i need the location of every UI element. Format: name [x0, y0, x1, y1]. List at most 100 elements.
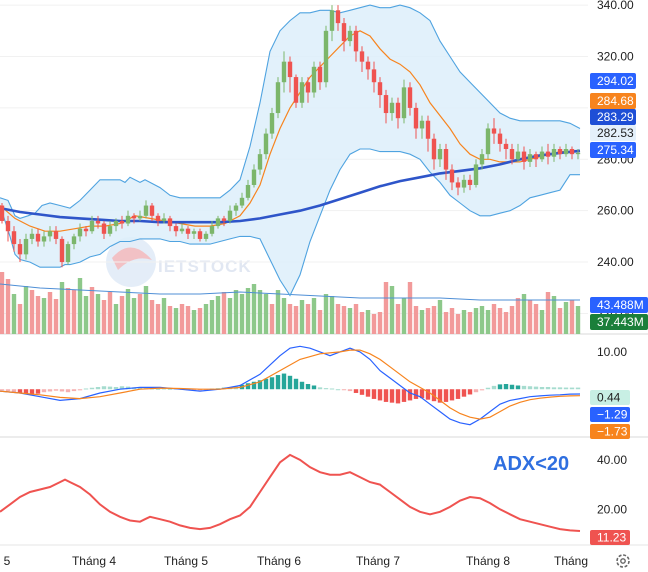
macd-histogram-bar — [515, 385, 521, 390]
macd-histogram-bar — [17, 389, 23, 393]
volume-bar — [281, 298, 287, 334]
candle-body — [467, 179, 473, 185]
macd-histogram-bar — [263, 378, 269, 390]
watermark-logo-swoosh — [112, 247, 152, 270]
macd-panel: 10.00 0.44 −1.29 −1.73 — [0, 345, 630, 439]
candle-body — [239, 197, 245, 206]
macd-histogram-bar — [491, 385, 497, 390]
volume-ma-line — [0, 283, 580, 301]
candle-body — [125, 215, 131, 224]
candle-body — [29, 233, 35, 239]
gear-icon[interactable] — [616, 554, 630, 568]
candle-body — [395, 102, 401, 119]
candle-body — [251, 169, 257, 185]
x-tick-label: Tháng 6 — [257, 554, 301, 568]
candle-body — [233, 205, 239, 211]
volume-bar — [131, 298, 137, 334]
watermark-text: IETSTOCK — [158, 257, 252, 276]
macd-histogram-bar — [377, 389, 383, 401]
macd-histogram-bar — [455, 389, 461, 399]
macd-histogram-bar — [47, 389, 53, 392]
volume-bar — [53, 299, 59, 334]
candle-body — [47, 231, 53, 237]
macd-histogram-bar — [341, 389, 347, 391]
candle-body — [149, 205, 155, 216]
volume-bar — [383, 282, 389, 334]
candle-body — [335, 10, 341, 24]
volume-bar — [569, 300, 575, 334]
price-tag-box — [590, 125, 636, 141]
volume-bar — [455, 314, 461, 334]
x-tick-label: Tháng 7 — [356, 554, 400, 568]
volume-bar — [263, 294, 269, 334]
macd-histogram-bar — [509, 384, 515, 390]
price-tick-label: 320.00 — [597, 50, 634, 64]
candle-body — [65, 244, 71, 263]
macd-histogram-bar — [245, 383, 251, 390]
price-panel: 340.00320.00300.00280.00260.00240.00220.… — [0, 0, 648, 334]
macd-histogram-bar — [383, 389, 389, 402]
macd-histogram-bar — [413, 389, 419, 399]
candle-body — [119, 220, 125, 224]
macd-histogram-bar — [329, 388, 335, 390]
volume-bar — [299, 300, 305, 334]
candle-body — [11, 231, 17, 245]
volume-bar — [119, 296, 125, 334]
macd-histogram-bar — [521, 385, 527, 390]
candle-body — [527, 154, 533, 162]
macd-histogram-bar — [317, 387, 323, 390]
macd-histogram-bar — [29, 389, 35, 395]
volume-bar — [551, 296, 557, 334]
candle-body — [143, 205, 149, 216]
macd-histogram-bar — [257, 380, 263, 390]
volume-bar — [65, 288, 71, 334]
candle-body — [203, 233, 209, 239]
volume-bar — [509, 306, 515, 334]
candle-body — [173, 226, 179, 232]
adx-panel: 40.00 20.00 11.23 — [0, 453, 630, 545]
volume-bar — [395, 304, 401, 334]
volume-tag-label: 37.443M — [597, 315, 644, 329]
candle-body — [245, 184, 251, 198]
volume-bar — [269, 304, 275, 334]
candle-body — [443, 149, 449, 170]
candle-body — [545, 151, 551, 157]
volume-bar — [479, 306, 485, 334]
candle-body — [227, 210, 233, 221]
volume-bar — [365, 310, 371, 334]
candle-body — [461, 179, 467, 188]
adx-tick-label: 20.00 — [597, 502, 627, 516]
volume-bar — [203, 304, 209, 334]
candle-body — [365, 61, 371, 70]
macd-histogram-bar — [53, 389, 59, 391]
volume-bar — [443, 312, 449, 334]
candle-body — [161, 218, 167, 221]
macd-tag-box — [590, 424, 630, 439]
volume-bar — [389, 286, 395, 334]
macd-histogram-bar — [299, 381, 305, 390]
macd-histogram-bar — [359, 389, 365, 395]
candle-body — [479, 154, 485, 165]
candle-body — [53, 231, 59, 239]
price-tick-label: 240.00 — [597, 255, 634, 269]
candle-body — [497, 133, 503, 144]
macd-histogram-bar — [395, 389, 401, 404]
bollinger-band-fill — [0, 5, 580, 296]
candle-body — [509, 149, 515, 160]
macd-histogram-bar — [365, 389, 371, 397]
volume-bar — [221, 292, 227, 334]
volume-bar — [425, 308, 431, 334]
macd-histogram-bar — [371, 389, 377, 399]
macd-histogram-bar — [0, 389, 5, 391]
macd-tick-label: 10.00 — [597, 345, 627, 359]
macd-histogram-bar — [551, 387, 557, 390]
adx-annotation: ADX<20 — [493, 453, 569, 475]
candle-body — [281, 61, 287, 83]
macd-histogram-bar — [269, 377, 275, 390]
macd-histogram-bar — [101, 386, 107, 390]
candle-body — [503, 143, 509, 150]
macd-histogram-bar — [539, 386, 545, 390]
price-tag-label: 294.02 — [597, 74, 634, 88]
candle-body — [425, 120, 431, 139]
